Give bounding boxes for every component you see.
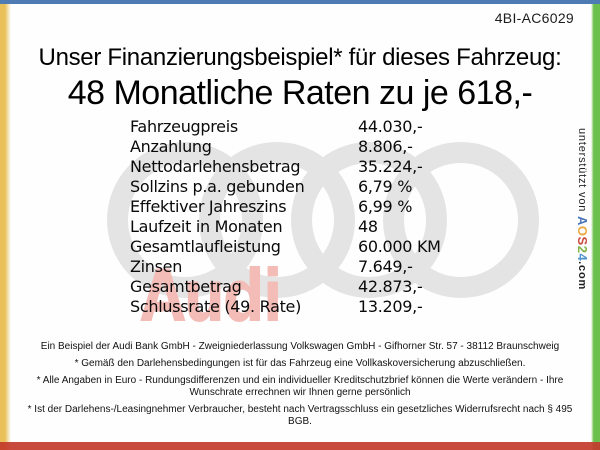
aos24-logo-letter: A xyxy=(575,216,590,226)
table-row: Schlussrate (49. Rate) 13.209,- xyxy=(130,297,441,317)
row-value: 60.000 KM xyxy=(358,237,441,256)
aos24-logo-letter: 4 xyxy=(575,253,590,262)
row-value: 35.224,- xyxy=(358,157,423,176)
frame-bottom-stripe xyxy=(0,442,600,450)
table-row: Fahrzeugpreis 44.030,- xyxy=(130,117,441,137)
row-label: Zinsen xyxy=(130,257,183,276)
table-row: Sollzins p.a. gebunden 6,79 % xyxy=(130,177,441,197)
row-label: Gesamtbetrag xyxy=(130,277,242,296)
row-label: Gesamtlaufleistung xyxy=(130,237,281,256)
monthly-rate-headline: 48 Monatliche Raten zu je 618,- xyxy=(67,74,533,112)
supported-by-text: unterstützt von xyxy=(576,128,588,217)
table-row: Anzahlung 8.806,- xyxy=(130,137,441,157)
frame-top-stripe xyxy=(0,0,600,4)
audi-text-watermark: Audi xyxy=(140,254,283,338)
row-value: 8.806,- xyxy=(358,137,413,156)
vehicle-reference-code: 4BI-AC6029 xyxy=(494,10,574,26)
supported-by-banner: unterstützt von AOS24.com xyxy=(575,128,590,290)
frame-right-stripe xyxy=(591,4,600,450)
row-value: 13.209,- xyxy=(358,297,423,316)
table-row: Effektiver Jahreszins 6,99 % xyxy=(130,197,441,217)
financing-table: Fahrzeugpreis 44.030,- Anzahlung 8.806,-… xyxy=(130,117,441,317)
table-row: Laufzeit in Monaten 48 xyxy=(130,217,441,237)
aos24-logo-letter: S xyxy=(575,236,590,246)
financing-example-title: Unser Finanzierungsbeispiel* für dieses … xyxy=(38,44,562,71)
euro-rounding-note: * Alle Angaben in Euro - Rundungsdiffere… xyxy=(36,375,564,398)
row-value: 7.649,- xyxy=(358,257,413,276)
row-value: 6,99 % xyxy=(358,197,413,216)
row-value: 42.873,- xyxy=(358,277,423,296)
withdrawal-right-note: * Ist der Darlehens-/Leasingnehmer Verbr… xyxy=(27,404,573,427)
row-label: Schlussrate (49. Rate) xyxy=(130,297,302,316)
table-row: Nettodarlehensbetrag 35.224,- xyxy=(130,157,441,177)
row-value: 6,79 % xyxy=(358,177,413,196)
table-row: Gesamtbetrag 42.873,- xyxy=(130,277,441,297)
table-row: Zinsen 7.649,- xyxy=(130,257,441,277)
legal-footer: Ein Beispiel der Audi Bank GmbH - Zweign… xyxy=(20,341,580,433)
aos24-logo-letter: 2 xyxy=(575,245,590,254)
row-label: Anzahlung xyxy=(130,137,212,156)
row-label: Fahrzeugpreis xyxy=(130,117,238,136)
row-label: Laufzeit in Monaten xyxy=(130,217,283,236)
aos24-domain-suffix: .com xyxy=(576,261,588,291)
insurance-note: * Gemäß den Darlehensbedingungen ist für… xyxy=(74,358,526,369)
row-value: 48 xyxy=(358,217,378,236)
row-label: Nettodarlehensbetrag xyxy=(130,157,301,176)
row-label: Sollzins p.a. gebunden xyxy=(130,177,305,196)
frame-left-stripe xyxy=(0,4,11,450)
table-row: Gesamtlaufleistung 60.000 KM xyxy=(130,237,441,257)
aos24-logo-letter: O xyxy=(575,225,590,237)
row-value: 44.030,- xyxy=(358,117,423,136)
row-label: Effektiver Jahreszins xyxy=(130,197,287,216)
header: Unser Finanzierungsbeispiel* für dieses … xyxy=(0,44,600,112)
bank-address-line: Ein Beispiel der Audi Bank GmbH - Zweign… xyxy=(40,341,560,352)
